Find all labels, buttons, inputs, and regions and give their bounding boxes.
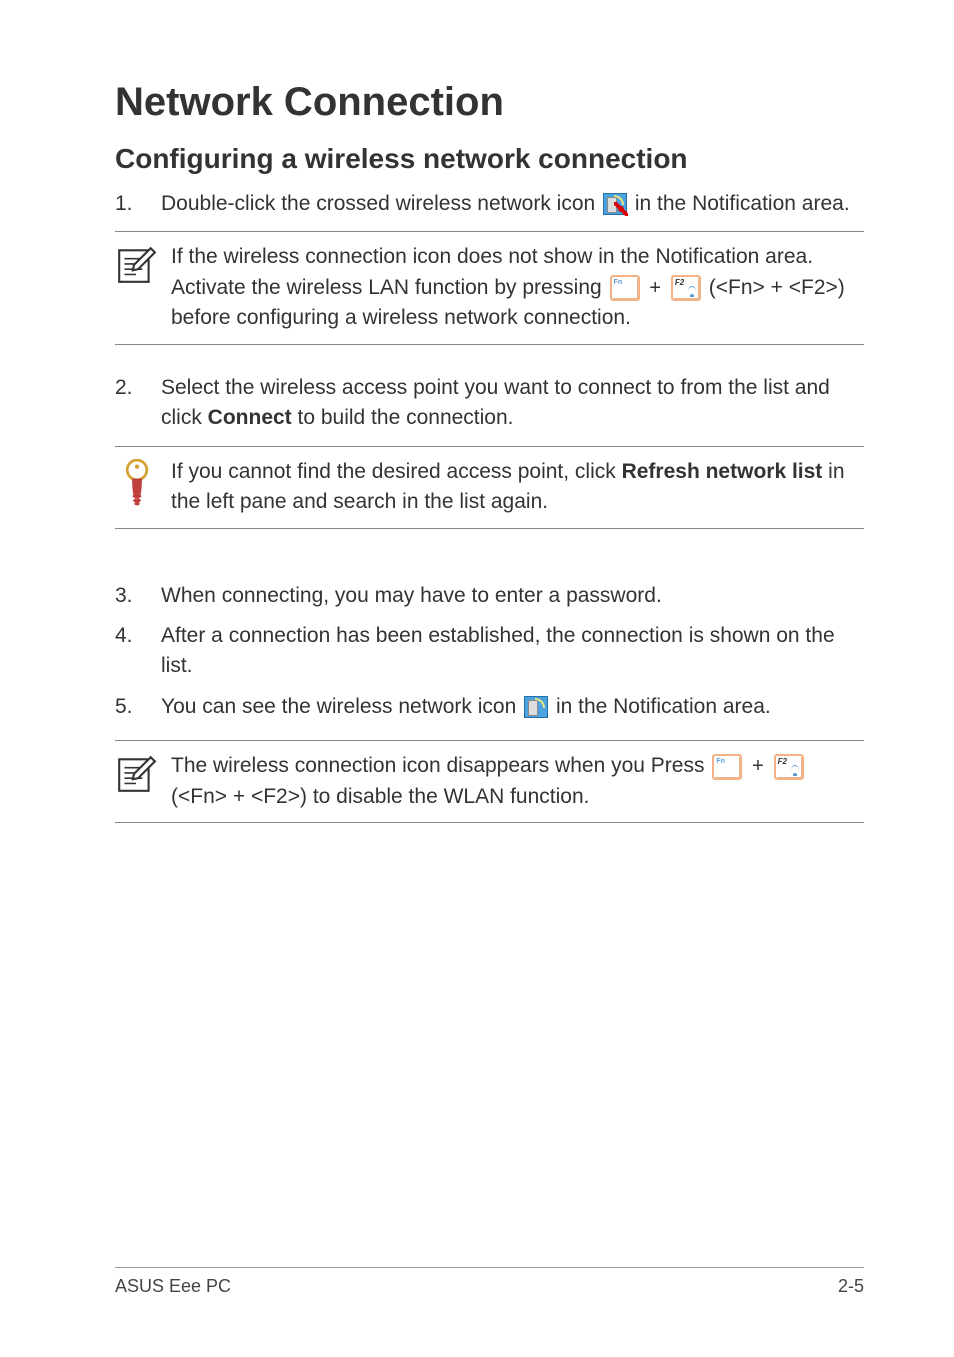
step-text: You can see the wireless network icon in… — [161, 692, 864, 722]
step-2: 2. Select the wireless access point you … — [115, 373, 864, 434]
step-number: 4. — [115, 621, 161, 682]
page-title: Network Connection — [115, 80, 864, 125]
step-1: 1. Double-click the crossed wireless net… — [115, 189, 864, 219]
text-fragment: in the Notification area. — [556, 695, 771, 718]
note-box-2: The wireless connection icon disappears … — [115, 740, 864, 823]
wireless-icon — [524, 696, 548, 718]
plus-symbol: + — [752, 752, 764, 781]
text-fragment: The wireless connection icon disappears … — [171, 754, 710, 777]
tip-box: If you cannot find the desired access po… — [115, 446, 864, 529]
page-footer: ASUS Eee PC 2-5 — [115, 1267, 864, 1297]
plus-symbol: + — [649, 274, 661, 303]
step-number: 5. — [115, 692, 161, 722]
f2-key-icon — [671, 275, 701, 301]
step-5: 5. You can see the wireless network icon… — [115, 692, 864, 722]
f2-key-icon — [774, 754, 804, 780]
fn-key-icon — [712, 754, 742, 780]
note-text: The wireless connection icon disappears … — [171, 751, 864, 812]
notepad-icon — [115, 242, 171, 333]
step-4: 4. After a connection has been establish… — [115, 621, 864, 682]
step-number: 2. — [115, 373, 161, 434]
fn-key-icon — [610, 275, 640, 301]
note-box-1: If the wireless connection icon does not… — [115, 231, 864, 344]
text-fragment: in the Notification area. — [635, 192, 850, 215]
step-number: 1. — [115, 189, 161, 219]
section-heading: Configuring a wireless network connectio… — [115, 143, 864, 175]
bold-text: Refresh network list — [622, 460, 823, 483]
step-text: Double-click the crossed wireless networ… — [161, 189, 864, 219]
footer-left: ASUS Eee PC — [115, 1276, 231, 1297]
tip-text: If you cannot find the desired access po… — [171, 457, 864, 518]
text-fragment: Double-click the crossed wireless networ… — [161, 192, 601, 215]
text-fragment: If you cannot find the desired access po… — [171, 460, 622, 483]
step-3: 3. When connecting, you may have to ente… — [115, 581, 864, 611]
text-fragment: You can see the wireless network icon — [161, 695, 522, 718]
notepad-icon — [115, 751, 171, 812]
note-text: If the wireless connection icon does not… — [171, 242, 864, 333]
lightbulb-icon — [115, 457, 171, 518]
text-fragment: (<Fn> + <F2>) to disable the WLAN functi… — [171, 785, 589, 808]
wireless-crossed-icon — [603, 193, 627, 215]
footer-right: 2-5 — [838, 1276, 864, 1297]
step-text: After a connection has been established,… — [161, 621, 864, 682]
text-fragment: to build the connection. — [292, 406, 514, 429]
step-number: 3. — [115, 581, 161, 611]
step-text: When connecting, you may have to enter a… — [161, 581, 864, 611]
bold-text: Connect — [208, 406, 292, 429]
step-text: Select the wireless access point you wan… — [161, 373, 864, 434]
